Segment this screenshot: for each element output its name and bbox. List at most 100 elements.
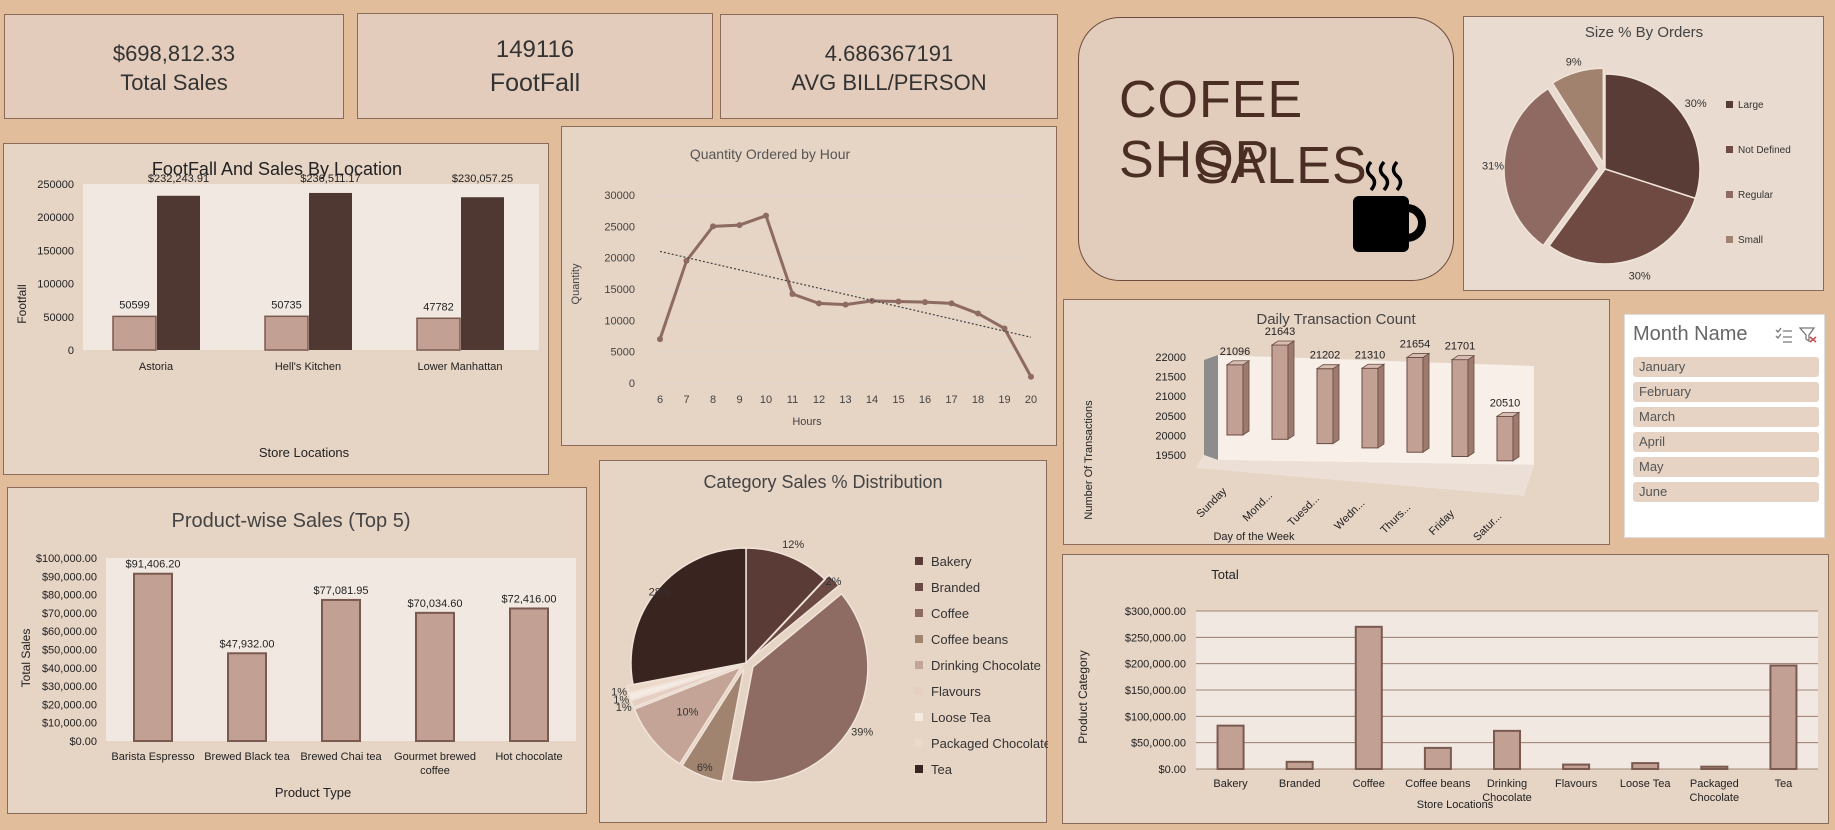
y-tick-label: 5000: [611, 347, 635, 359]
x-axis-title: Day of the Week: [1213, 531, 1295, 543]
footfall-bar: [416, 317, 461, 351]
trendline: [659, 250, 1032, 338]
y-tick-label: $20,000.00: [42, 699, 97, 711]
size-pie-chart: Size % By Orders 30% 30% 31% 9% Large Not Defi…: [1482, 24, 1791, 283]
total-bar: [1493, 729, 1521, 770]
data-point: [842, 301, 849, 308]
kpi-total-sales-value: $698,812.33: [112, 41, 236, 66]
category-pie-panel: Category Sales % Distribution 12% 2% 39% 6% 1…: [599, 460, 1051, 823]
sales-bar: [309, 192, 352, 350]
x-tick-label: Flavours: [1555, 778, 1598, 790]
x-tick-label: Gourmet brewed: [394, 751, 476, 763]
coffee-mug-icon: [1353, 160, 1426, 252]
clear-filter-icon[interactable]: [1799, 327, 1817, 343]
y-axis-title: Quantity: [570, 263, 582, 304]
pie-slice: [633, 665, 744, 765]
multi-select-icon[interactable]: [1775, 327, 1793, 343]
product-bar: [509, 607, 549, 743]
data-point: [1001, 325, 1008, 332]
y-tick-label: 19500: [1155, 450, 1186, 462]
slicer-item-june[interactable]: June: [1633, 482, 1819, 502]
daily-bar-top: [1315, 364, 1341, 370]
slice-data-label: 28%: [649, 587, 671, 599]
total-bar: [1562, 763, 1591, 771]
y-tick-label: $150,000.00: [1125, 685, 1186, 697]
x-axis-title: Store Locations: [1417, 799, 1494, 811]
slicer-item-march[interactable]: March: [1633, 407, 1819, 427]
kpi-avg-bill-value: 4.686367191: [824, 41, 954, 66]
slice-data-label: 30%: [1685, 98, 1707, 110]
product-data-label: $91,406.20: [125, 559, 180, 571]
month-slicer[interactable]: Month Name January February March April …: [1624, 314, 1825, 538]
total-bar: [1769, 664, 1798, 770]
product-bar: [321, 598, 361, 742]
daily-bar-chart: Daily Transaction Count 19500 20000 20500 21…: [1083, 311, 1534, 543]
daily-bar-side: [1512, 411, 1520, 462]
y-tick-label: 10000: [604, 315, 635, 327]
sales-data-label: $230,057.25: [452, 173, 513, 185]
total-bar: [1700, 765, 1729, 770]
legend-swatch: [1726, 236, 1733, 243]
dashboard-title-line1: COFEE SHOP: [1119, 71, 1304, 189]
total-bar: [1354, 625, 1383, 770]
side-wall: [1204, 355, 1218, 460]
y-tick-label: 21500: [1155, 372, 1186, 384]
product-bar: [227, 652, 267, 742]
legend-label: Packaged Chocolate: [931, 736, 1048, 751]
slicer-item-may[interactable]: May: [1633, 457, 1819, 477]
x-tick-label: 8: [710, 394, 716, 406]
daily-bar-side: [1377, 363, 1385, 449]
legend-swatch: [915, 609, 923, 617]
slicer-item-april[interactable]: April: [1633, 432, 1819, 452]
legend-swatch: [1726, 191, 1733, 198]
x-tick-label: 16: [919, 394, 931, 406]
y-tick-label: $40,000.00: [42, 663, 97, 675]
daily-bar-top: [1450, 355, 1476, 361]
x-tick-label: 18: [972, 394, 984, 406]
y-tick-label: $70,000.00: [42, 608, 97, 620]
legend-swatch: [915, 583, 923, 591]
daily-bar-top: [1225, 360, 1251, 366]
data-point: [816, 300, 822, 307]
y-axis-title: Total Sales: [19, 629, 33, 688]
daily-bar: [1406, 356, 1424, 453]
location-chart-panel: FootFall And Sales By Location 0 50000 1000…: [3, 143, 549, 475]
hour-chart-panel: Quantity Ordered by Hour 0 5000 10000 15000 2…: [561, 126, 1057, 446]
y-tick-label: $30,000.00: [42, 681, 97, 693]
x-tick-label: Astoria: [139, 361, 174, 373]
sales-bar: [461, 197, 504, 350]
x-tick-label: Sunday: [1194, 485, 1229, 520]
slice-data-label: 9%: [1566, 56, 1582, 68]
y-axis-title: Footfall: [15, 284, 29, 323]
product-bar: [133, 572, 173, 742]
x-tick-label: Friday: [1427, 507, 1457, 537]
chart-title: Category Sales % Distribution: [703, 472, 942, 492]
slicer-item-february[interactable]: February: [1633, 382, 1819, 402]
x-tick-label: Chocolate: [1482, 792, 1532, 804]
x-axis-title: Store Locations: [259, 445, 350, 460]
y-tick-label: 0: [629, 378, 635, 390]
sales-data-label: $236,511.17: [300, 173, 360, 185]
slicer-item-january[interactable]: January: [1633, 357, 1819, 377]
total-chart-panel: Total $0.00 $50,000.00 $100,000.00 $150,000.…: [1062, 554, 1829, 824]
daily-bar-side: [1332, 363, 1340, 445]
daily-data-label: 21701: [1445, 341, 1476, 353]
pie-slice: [681, 668, 745, 783]
pie-slice: [749, 574, 841, 660]
legend-swatch: [915, 661, 923, 669]
x-tick-label: Thurs...: [1378, 501, 1413, 536]
data-point: [922, 299, 928, 306]
slice-data-label: 10%: [676, 706, 698, 718]
x-tick-label: Brewed Black tea: [204, 751, 290, 763]
daily-bar-top: [1405, 353, 1431, 358]
y-tick-label: 250000: [37, 179, 74, 191]
footfall-bar: [112, 315, 157, 351]
y-tick-label: 20500: [1155, 411, 1186, 423]
y-tick-label: $50,000.00: [42, 645, 97, 657]
footfall-data-label: 47782: [423, 301, 454, 313]
x-tick-label: Drinking: [1487, 778, 1527, 790]
x-tick-label: 19: [998, 394, 1010, 406]
data-point: [710, 223, 716, 230]
y-tick-label: $0.00: [69, 736, 97, 748]
sales-bar: [157, 195, 200, 350]
